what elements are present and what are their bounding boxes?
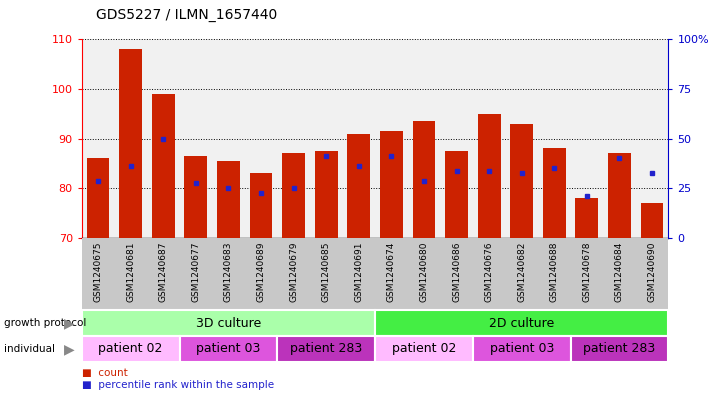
- Bar: [570, 39, 603, 238]
- Bar: [440, 39, 473, 238]
- Text: GSM1240680: GSM1240680: [419, 241, 429, 302]
- FancyBboxPatch shape: [375, 310, 668, 336]
- Bar: [575, 198, 598, 238]
- Bar: [343, 39, 375, 238]
- Text: 3D culture: 3D culture: [196, 317, 261, 330]
- Text: GSM1240690: GSM1240690: [648, 241, 656, 302]
- Bar: [412, 121, 435, 238]
- Bar: [348, 134, 370, 238]
- Bar: [570, 238, 603, 310]
- Bar: [636, 39, 668, 238]
- FancyBboxPatch shape: [570, 336, 668, 362]
- Text: ■  count: ■ count: [82, 367, 127, 378]
- Text: growth protocol: growth protocol: [4, 318, 86, 328]
- Text: GSM1240676: GSM1240676: [485, 241, 493, 302]
- Bar: [179, 39, 212, 238]
- Text: patient 283: patient 283: [290, 342, 363, 355]
- Text: GSM1240687: GSM1240687: [159, 241, 168, 302]
- Text: GSM1240688: GSM1240688: [550, 241, 559, 302]
- Text: GSM1240675: GSM1240675: [94, 241, 102, 302]
- Text: GSM1240681: GSM1240681: [126, 241, 135, 302]
- Bar: [375, 39, 407, 238]
- Bar: [152, 94, 175, 238]
- Text: GSM1240683: GSM1240683: [224, 241, 233, 302]
- Bar: [445, 151, 468, 238]
- Bar: [212, 238, 245, 310]
- Bar: [212, 39, 245, 238]
- Bar: [277, 39, 310, 238]
- Bar: [310, 238, 343, 310]
- Text: patient 283: patient 283: [583, 342, 656, 355]
- Text: 2D culture: 2D culture: [489, 317, 555, 330]
- Text: patient 03: patient 03: [196, 342, 261, 355]
- FancyBboxPatch shape: [375, 336, 473, 362]
- Bar: [343, 238, 375, 310]
- Bar: [82, 39, 114, 238]
- Bar: [506, 238, 538, 310]
- Bar: [277, 238, 310, 310]
- Text: GSM1240691: GSM1240691: [354, 241, 363, 302]
- Bar: [407, 238, 440, 310]
- Bar: [538, 238, 570, 310]
- Bar: [510, 124, 533, 238]
- Bar: [538, 39, 570, 238]
- Bar: [217, 161, 240, 238]
- Text: patient 03: patient 03: [489, 342, 554, 355]
- Text: GSM1240684: GSM1240684: [615, 241, 624, 302]
- Bar: [282, 153, 305, 238]
- Text: ▶: ▶: [64, 342, 75, 356]
- Bar: [641, 203, 663, 238]
- Bar: [245, 238, 277, 310]
- Text: GSM1240677: GSM1240677: [191, 241, 201, 302]
- Bar: [636, 238, 668, 310]
- Bar: [119, 49, 142, 238]
- Bar: [506, 39, 538, 238]
- Text: GSM1240674: GSM1240674: [387, 241, 396, 302]
- Bar: [147, 39, 179, 238]
- Text: individual: individual: [4, 344, 55, 354]
- FancyBboxPatch shape: [277, 336, 375, 362]
- Bar: [310, 39, 343, 238]
- Text: ▶: ▶: [64, 316, 75, 330]
- FancyBboxPatch shape: [473, 336, 570, 362]
- Bar: [608, 153, 631, 238]
- Text: patient 02: patient 02: [392, 342, 456, 355]
- Bar: [543, 149, 566, 238]
- Bar: [375, 238, 407, 310]
- Bar: [440, 238, 473, 310]
- Text: GSM1240682: GSM1240682: [517, 241, 526, 302]
- FancyBboxPatch shape: [179, 336, 277, 362]
- Text: GSM1240689: GSM1240689: [257, 241, 265, 302]
- Bar: [250, 173, 272, 238]
- Bar: [82, 238, 114, 310]
- Bar: [114, 238, 147, 310]
- Text: GSM1240678: GSM1240678: [582, 241, 592, 302]
- FancyBboxPatch shape: [82, 310, 375, 336]
- Bar: [603, 39, 636, 238]
- FancyBboxPatch shape: [82, 336, 179, 362]
- Bar: [478, 114, 501, 238]
- Text: ■  percentile rank within the sample: ■ percentile rank within the sample: [82, 380, 274, 390]
- Bar: [407, 39, 440, 238]
- Bar: [473, 39, 506, 238]
- Bar: [380, 131, 402, 238]
- Text: GSM1240679: GSM1240679: [289, 241, 298, 302]
- Bar: [184, 156, 207, 238]
- Bar: [245, 39, 277, 238]
- Bar: [114, 39, 147, 238]
- Bar: [147, 238, 179, 310]
- Text: GSM1240686: GSM1240686: [452, 241, 461, 302]
- Text: patient 02: patient 02: [98, 342, 163, 355]
- Bar: [603, 238, 636, 310]
- Bar: [473, 238, 506, 310]
- Text: GSM1240685: GSM1240685: [321, 241, 331, 302]
- Text: GDS5227 / ILMN_1657440: GDS5227 / ILMN_1657440: [96, 8, 277, 22]
- Bar: [87, 158, 109, 238]
- Bar: [179, 238, 212, 310]
- Bar: [315, 151, 338, 238]
